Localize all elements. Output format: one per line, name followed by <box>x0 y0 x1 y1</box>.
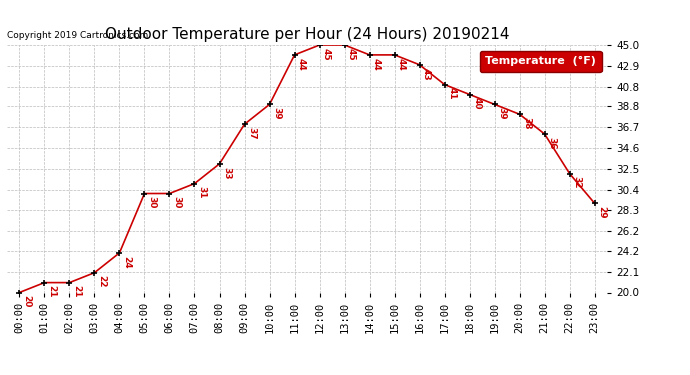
Point <box>239 121 250 127</box>
Text: 44: 44 <box>372 58 381 70</box>
Text: 30: 30 <box>172 196 181 208</box>
Point <box>189 181 200 187</box>
Text: 36: 36 <box>547 137 556 149</box>
Text: 20: 20 <box>22 295 31 307</box>
Point <box>539 131 550 137</box>
Point <box>314 42 325 48</box>
Text: 22: 22 <box>97 276 106 288</box>
Point <box>414 62 425 68</box>
Text: 44: 44 <box>297 58 306 70</box>
Text: 40: 40 <box>472 97 481 110</box>
Text: Copyright 2019 Cartronics.com: Copyright 2019 Cartronics.com <box>7 31 148 40</box>
Point <box>589 200 600 206</box>
Point <box>439 82 450 88</box>
Text: 21: 21 <box>72 285 81 298</box>
Text: 30: 30 <box>147 196 156 208</box>
Text: 43: 43 <box>422 68 431 80</box>
Point <box>214 161 225 167</box>
Point <box>114 250 125 256</box>
Text: 29: 29 <box>597 206 606 219</box>
Text: 41: 41 <box>447 87 456 100</box>
Point <box>339 42 350 48</box>
Text: 24: 24 <box>122 256 131 268</box>
Point <box>364 52 375 58</box>
Point <box>14 290 25 296</box>
Point <box>489 101 500 107</box>
Point <box>389 52 400 58</box>
Point <box>64 280 75 286</box>
Text: 33: 33 <box>222 166 231 179</box>
Point <box>164 190 175 196</box>
Text: 39: 39 <box>497 107 506 120</box>
Text: 37: 37 <box>247 127 256 140</box>
Title: Outdoor Temperature per Hour (24 Hours) 20190214: Outdoor Temperature per Hour (24 Hours) … <box>105 27 509 42</box>
Point <box>89 270 100 276</box>
Point <box>139 190 150 196</box>
Text: 45: 45 <box>322 48 331 60</box>
Point <box>289 52 300 58</box>
Point <box>564 171 575 177</box>
Text: 44: 44 <box>397 58 406 70</box>
Text: 45: 45 <box>347 48 356 60</box>
Text: 38: 38 <box>522 117 531 130</box>
Text: 39: 39 <box>272 107 281 120</box>
Point <box>464 92 475 98</box>
Point <box>514 111 525 117</box>
Text: 32: 32 <box>572 177 581 189</box>
Point <box>264 101 275 107</box>
Point <box>39 280 50 286</box>
Text: 31: 31 <box>197 186 206 199</box>
Legend: Temperature  (°F): Temperature (°F) <box>480 51 602 72</box>
Text: 21: 21 <box>47 285 56 298</box>
